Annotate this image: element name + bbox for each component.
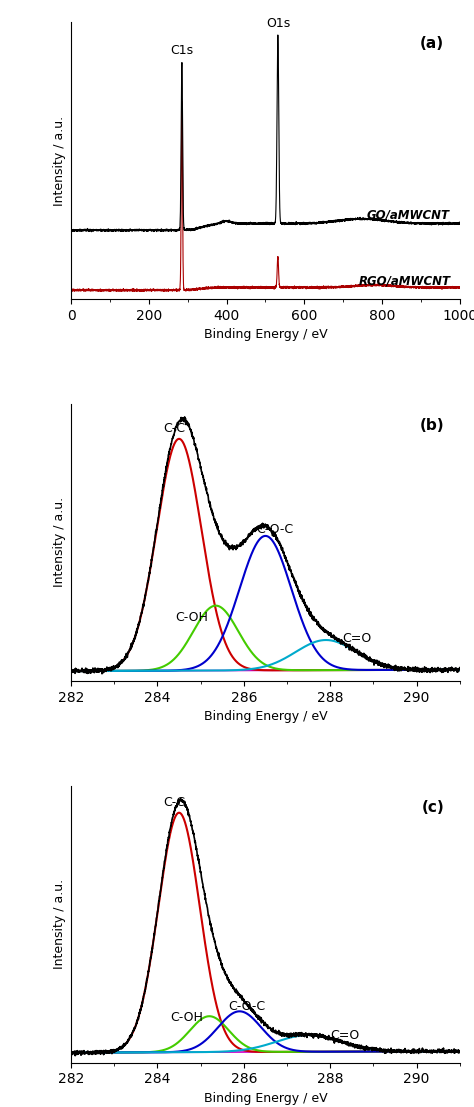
- Text: C-O-C: C-O-C: [229, 1000, 266, 1013]
- X-axis label: Binding Energy / eV: Binding Energy / eV: [204, 328, 327, 341]
- X-axis label: Binding Energy / eV: Binding Energy / eV: [204, 1092, 327, 1105]
- Text: (c): (c): [421, 799, 444, 815]
- Text: C-C: C-C: [163, 422, 185, 435]
- Text: C-OH: C-OH: [170, 1012, 203, 1024]
- Y-axis label: Intensity / a.u.: Intensity / a.u.: [53, 497, 65, 588]
- Text: C-C: C-C: [164, 796, 186, 809]
- Y-axis label: Intensity / a.u.: Intensity / a.u.: [53, 879, 65, 970]
- Text: C=O: C=O: [342, 632, 372, 644]
- X-axis label: Binding Energy / eV: Binding Energy / eV: [204, 710, 327, 723]
- Text: O1s: O1s: [266, 17, 290, 30]
- Text: C1s: C1s: [170, 44, 193, 58]
- Text: RGO/aMWCNT: RGO/aMWCNT: [359, 275, 451, 287]
- Text: (a): (a): [420, 37, 444, 51]
- Y-axis label: Intensity / a.u.: Intensity / a.u.: [53, 115, 65, 206]
- Text: C-OH: C-OH: [175, 611, 209, 624]
- Text: GO/aMWCNT: GO/aMWCNT: [366, 208, 449, 221]
- Text: C=O: C=O: [331, 1030, 360, 1042]
- Text: (b): (b): [419, 417, 444, 433]
- Text: C-O-C: C-O-C: [256, 524, 293, 536]
